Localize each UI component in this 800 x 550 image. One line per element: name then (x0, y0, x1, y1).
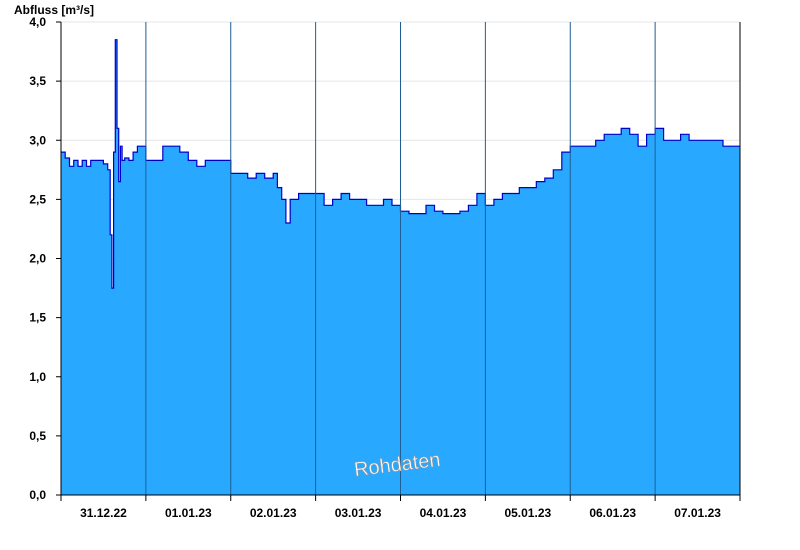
y-axis-label: Abfluss [m³/s] (14, 3, 94, 17)
x-tick-label: 03.01.23 (335, 506, 382, 520)
x-tick-label: 04.01.23 (420, 506, 467, 520)
y-tick-label: 3,5 (29, 74, 46, 88)
series-line (61, 39, 740, 289)
y-tick-label: 3,0 (29, 133, 46, 147)
y-tick-label: 4,0 (29, 15, 46, 29)
x-tick-label: 06.01.23 (589, 506, 636, 520)
x-tick-label: 07.01.23 (674, 506, 721, 520)
y-tick-label: 0,5 (29, 429, 46, 443)
y-tick-label: 2,0 (29, 252, 46, 266)
y-tick-label: 1,0 (29, 370, 46, 384)
x-tick-label: 05.01.23 (504, 506, 551, 520)
x-tick-label: 02.01.23 (250, 506, 297, 520)
x-tick-label: 01.01.23 (165, 506, 212, 520)
y-tick-label: 2,5 (29, 192, 46, 206)
y-tick-label: 1,5 (29, 311, 46, 325)
plot-layer (61, 22, 740, 495)
y-tick-label: 0,0 (29, 488, 46, 502)
axis-layer: 0,0 0,5 1,0 1,5 2,0 2,5 3,0 3,5 4,0 31.12.22 01.01… (29, 15, 741, 520)
x-tick-label: 31.12.22 (80, 506, 127, 520)
